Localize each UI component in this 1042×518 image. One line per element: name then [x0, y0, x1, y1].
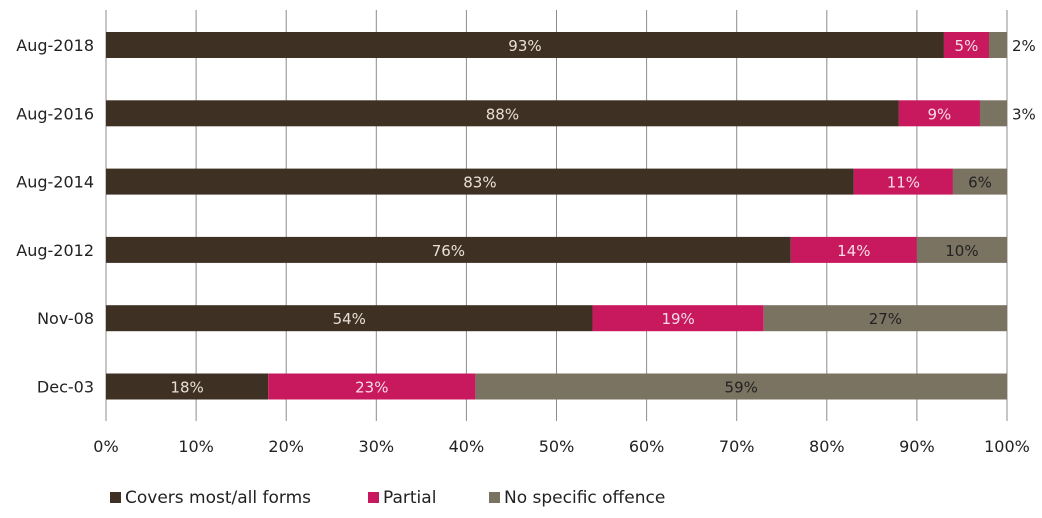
bar-segment — [952, 168, 1007, 195]
category-label: Aug-2014 — [16, 173, 94, 192]
x-tick-label: 50% — [539, 437, 575, 456]
data-label: 5% — [955, 37, 979, 55]
data-label: 23% — [355, 379, 388, 397]
data-label: 3% — [1012, 105, 1036, 123]
legend-swatch — [110, 492, 121, 503]
value-axis: 0% 10% 20% 30% 40% 50% 60% 70% 80% 90% 100% — [93, 437, 1030, 456]
x-tick-label: 90% — [899, 437, 935, 456]
data-label: 2% — [1012, 37, 1036, 55]
bar-segment — [898, 100, 980, 127]
bar-segment — [268, 373, 476, 400]
data-label: 83% — [463, 174, 496, 192]
data-labels: 93% 5% 2% 88% 9% 3% 83% 11% 6% 76% 14% 10% 54% 19% 27%… — [170, 37, 1035, 397]
x-tick-label: 30% — [359, 437, 395, 456]
bar-segment — [763, 305, 1007, 332]
category-label: Aug-2016 — [16, 104, 94, 123]
category-axis: Aug-2018 Aug-2016 Aug-2014 Aug-2012 Nov-08 De… — [16, 36, 94, 397]
bar-segment — [106, 236, 791, 263]
data-label: 88% — [486, 105, 519, 123]
legend-label: Covers most/all forms — [125, 488, 311, 508]
data-label: 54% — [333, 310, 366, 328]
legend-label: Partial — [383, 488, 436, 508]
data-label: 59% — [725, 379, 758, 397]
category-label: Aug-2012 — [16, 241, 94, 260]
category-label: Nov-08 — [37, 309, 94, 328]
bar-segment — [853, 168, 953, 195]
data-label: 18% — [170, 379, 203, 397]
bar-segment — [943, 32, 989, 58]
bar-segment — [916, 236, 1007, 263]
bars — [106, 32, 1007, 400]
data-label: 19% — [661, 310, 694, 328]
legend-swatch — [489, 492, 500, 503]
gridlines — [105, 10, 1008, 421]
bar-segment — [106, 305, 593, 332]
bar-segment — [106, 168, 854, 195]
bar-segment — [475, 373, 1007, 400]
data-label: 93% — [508, 37, 541, 55]
data-label: 11% — [887, 174, 920, 192]
x-tick-label: 20% — [268, 437, 304, 456]
x-tick-label: 100% — [984, 437, 1030, 456]
data-label: 9% — [928, 105, 952, 123]
data-label: 76% — [432, 242, 465, 260]
data-label: 14% — [837, 242, 870, 260]
legend-label: No specific offence — [504, 488, 665, 508]
data-label: 6% — [968, 174, 992, 192]
bar-segment — [988, 32, 1007, 58]
x-tick-label: 60% — [629, 437, 665, 456]
category-label: Dec-03 — [37, 378, 94, 397]
legend-swatch — [368, 492, 379, 503]
x-tick-label: 40% — [449, 437, 485, 456]
bar-segment — [106, 100, 899, 127]
x-tick-label: 0% — [93, 437, 118, 456]
category-label: Aug-2018 — [16, 36, 94, 55]
x-tick-label: 10% — [178, 437, 214, 456]
legend: Covers most/all forms Partial No specific … — [110, 488, 665, 508]
bar-segment — [790, 236, 917, 263]
bar-segment — [592, 305, 764, 332]
bar-segment — [106, 373, 269, 400]
data-label: 27% — [869, 310, 902, 328]
data-label: 10% — [945, 242, 978, 260]
bar-segment — [979, 100, 1007, 127]
x-tick-label: 70% — [719, 437, 755, 456]
bar-segment — [106, 32, 944, 58]
x-tick-label: 80% — [809, 437, 845, 456]
